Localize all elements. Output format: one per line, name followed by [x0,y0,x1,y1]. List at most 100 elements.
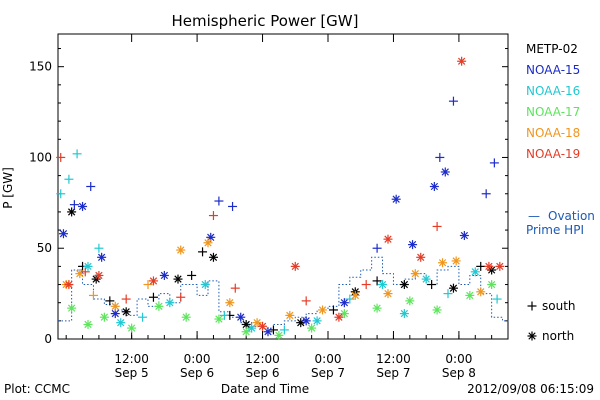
data-point [476,261,486,271]
marker-legend: south north [527,299,576,343]
data-point [345,294,355,304]
y-axis: 0 50 100 150 [29,48,508,346]
plot-credit: Plot: CCMC [4,382,70,396]
data-point [421,274,431,284]
data-point [350,290,360,300]
data-point [383,289,393,299]
data-point [301,296,311,306]
data-point [285,310,295,320]
data-point [64,280,74,290]
data-point [138,312,148,322]
data-point [448,283,458,293]
data-point [312,316,322,326]
data-point [154,301,164,311]
asterisk-marker-icon [527,331,537,341]
data-point [94,243,104,253]
data-point [236,312,246,322]
y-axis-label: P [GW] [1,167,15,209]
data-point [148,276,158,286]
data-point [258,321,268,331]
ovation-prime-series [58,256,509,329]
data-point [476,287,486,297]
data-point [416,252,426,262]
data-point [94,270,104,280]
satellite-legend: METP-02 NOAA-15 NOAA-16 NOAA-17 NOAA-18 NOAA-… [526,42,580,161]
data-point [214,196,224,206]
data-point [127,323,137,333]
legend-ovation-dash: — [528,209,540,223]
legend-item: NOAA-15 [526,63,580,77]
x-tick-label-date: Sep 7 [311,366,345,380]
data-point [208,252,218,262]
data-point [465,290,475,300]
data-point [372,303,382,313]
data-point [181,312,191,322]
data-point [274,330,284,340]
data-point [173,274,183,284]
x-tick-label-time: 12:00 [245,352,280,366]
data-point [203,238,213,248]
data-point [121,307,131,317]
data-point [470,267,480,277]
data-point [492,294,502,304]
data-point [58,229,68,239]
data-point [435,152,445,162]
data-point [148,292,158,302]
x-tick-label-date: Sep 5 [115,366,149,380]
data-point [67,207,77,217]
legend: METP-02 NOAA-15 NOAA-16 NOAA-17 NOAA-18 NOAA-… [526,42,595,343]
data-point [86,182,96,191]
data-point [339,298,349,308]
data-point [448,96,458,106]
legend-item: METP-02 [526,42,578,56]
data-point [307,323,317,333]
data-point [219,310,229,320]
data-point [105,296,115,306]
data-markers [56,56,505,340]
legend-item: NOAA-18 [526,126,580,140]
data-point [432,221,442,231]
y-tick-label: 100 [29,150,52,164]
data-point [69,200,79,210]
data-point [378,280,388,290]
x-tick-label-time: 12:00 [376,352,411,366]
legend-item: NOAA-17 [526,105,580,119]
x-axis-label: Date and Time [221,382,309,396]
data-point [67,303,77,313]
data-point [88,290,98,300]
x-tick-label-time: 12:00 [114,352,149,366]
data-point [176,245,186,255]
data-point [459,231,469,241]
legend-ovation-label-1: Ovation [548,209,595,223]
data-point [429,182,439,191]
data-point [438,258,448,268]
chart-title: Hemispheric Power [GW] [172,12,359,30]
data-point [116,318,126,328]
data-point [64,174,74,184]
data-point [427,280,437,290]
data-point [457,56,467,66]
data-point [410,269,420,279]
data-point [328,305,338,315]
data-point [334,312,344,322]
data-point [399,309,409,319]
data-point [372,243,382,253]
data-point [318,305,328,315]
data-point [372,276,382,286]
y-tick-label: 50 [37,241,52,255]
marker-legend-label: north [542,329,574,343]
data-point [75,269,85,279]
data-point [165,298,175,308]
data-point [451,256,461,266]
data-point [495,261,505,271]
data-point [247,323,257,333]
data-point [200,280,210,290]
x-tick-label-date: Sep 6 [180,366,214,380]
x-tick-label-date: Sep 6 [246,366,280,380]
data-point [208,211,218,221]
data-point [121,294,131,304]
x-tick-label-date: Sep 7 [376,366,410,380]
data-point [56,189,66,199]
